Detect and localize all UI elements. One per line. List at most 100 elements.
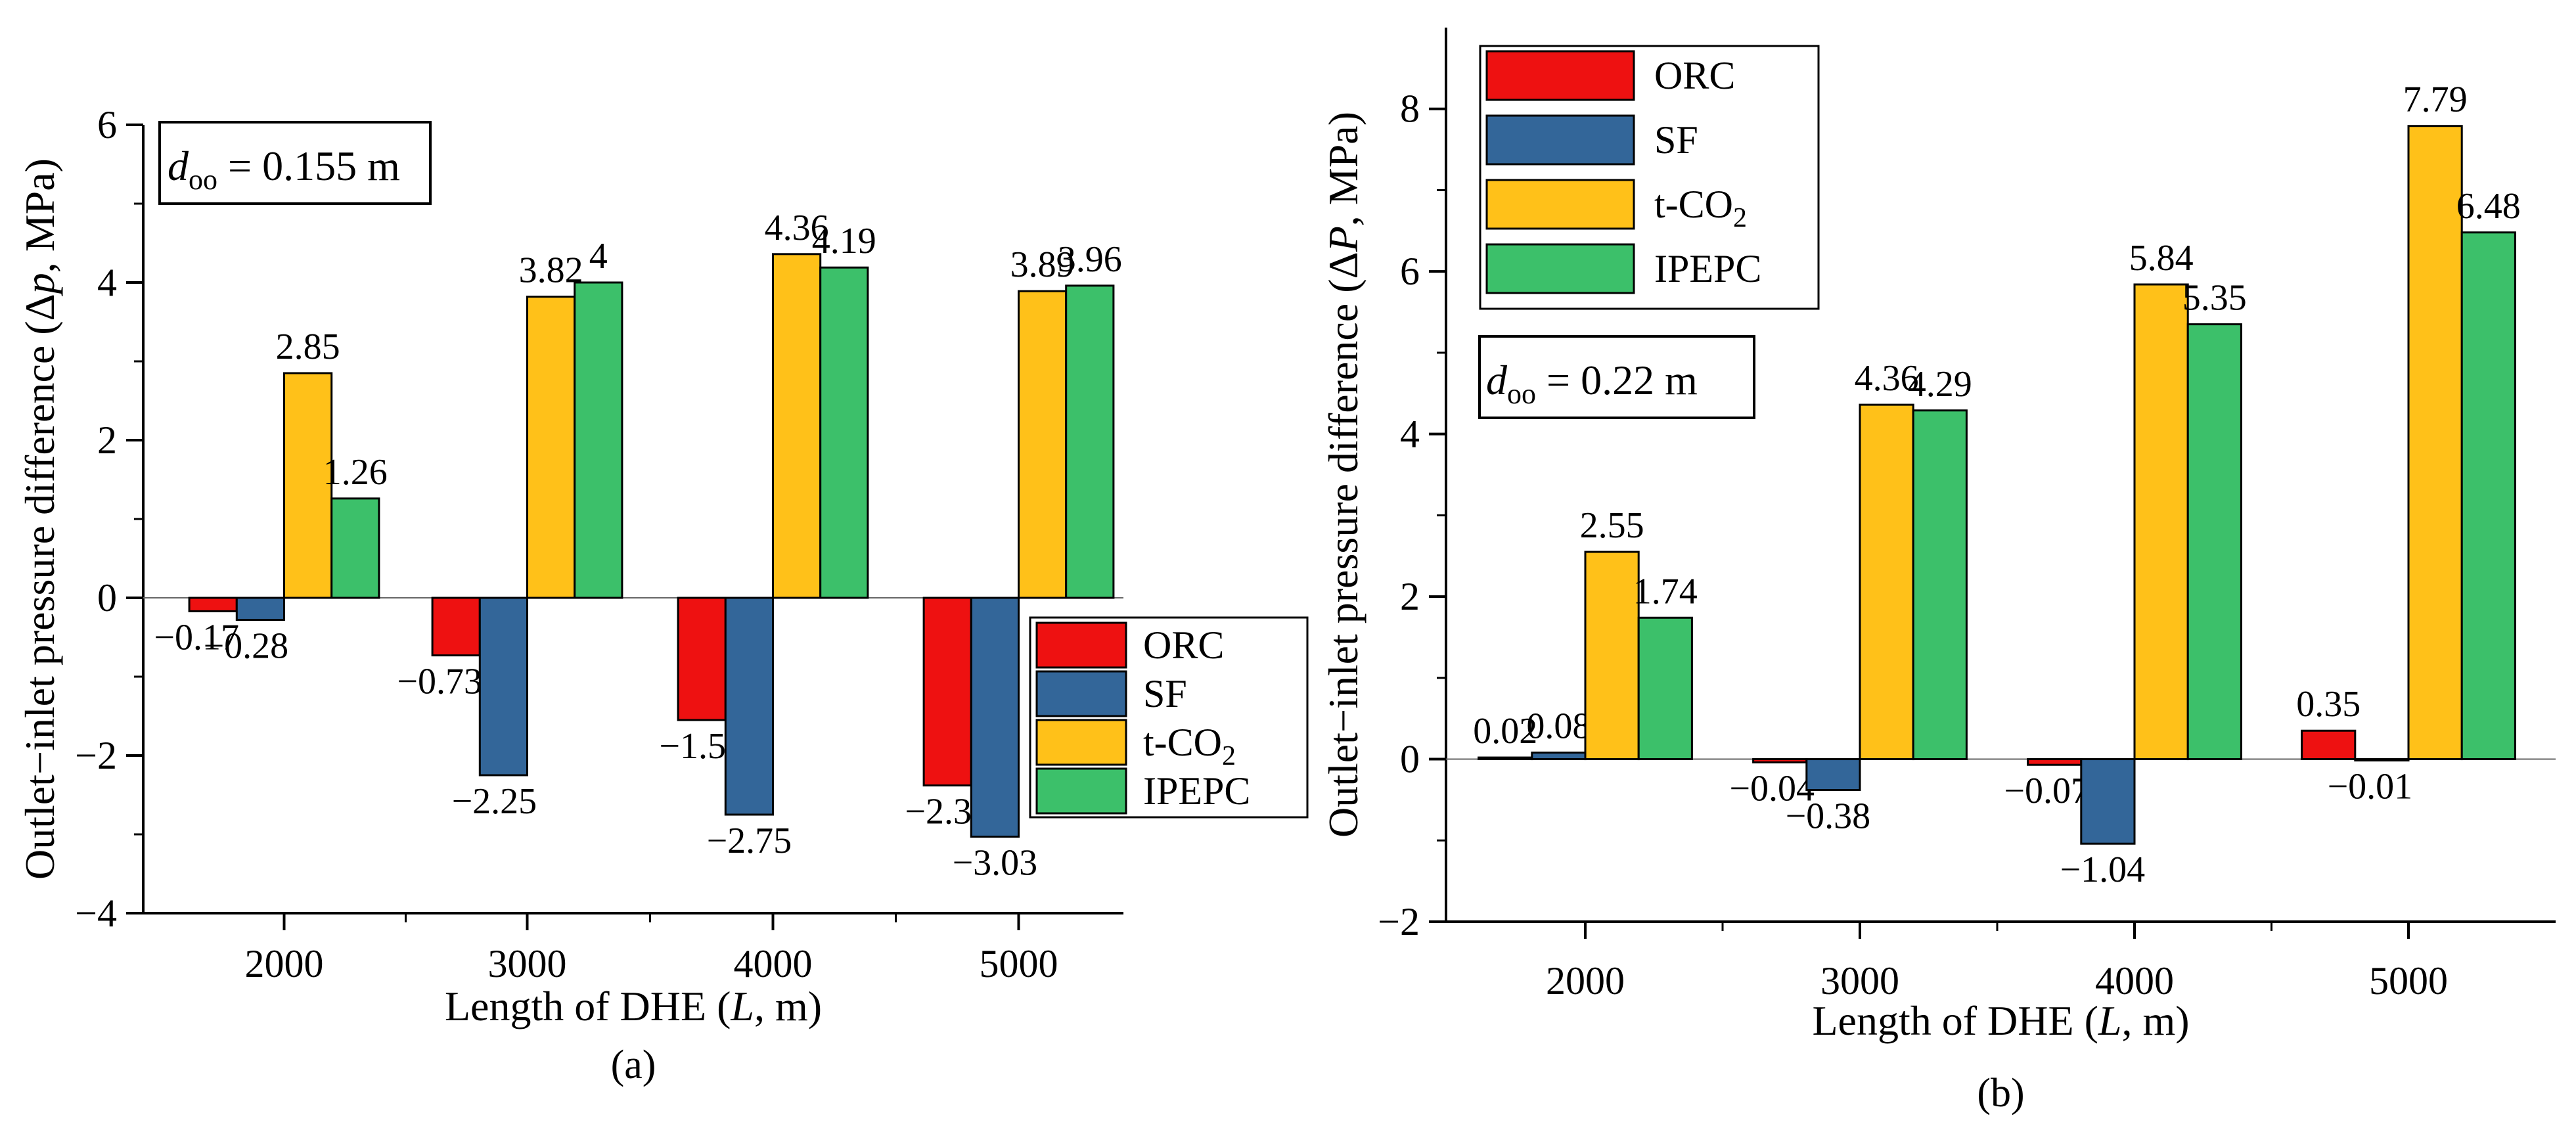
bar-ipepc-2000 bbox=[1637, 616, 1693, 761]
data-label: 5.35 bbox=[2182, 278, 2247, 319]
data-label: 1.26 bbox=[323, 452, 388, 493]
data-label: −2.25 bbox=[452, 781, 537, 822]
y-tick-label: 4 bbox=[1400, 413, 1420, 456]
bar-orc-4000 bbox=[677, 597, 727, 721]
data-label: −0.07 bbox=[2004, 771, 2089, 811]
panel-caption: (a) bbox=[611, 1043, 656, 1087]
bar-sf-4000 bbox=[724, 597, 775, 816]
bar-t-co2-2000 bbox=[1584, 551, 1640, 761]
x-tick-label: 2000 bbox=[245, 942, 324, 985]
data-label: 0.35 bbox=[2296, 684, 2361, 725]
y-tick-label: −4 bbox=[75, 891, 117, 935]
y-tick-label: 2 bbox=[97, 418, 117, 462]
bar-t-co2-3000 bbox=[526, 296, 576, 599]
x-tick-label: 4000 bbox=[2095, 959, 2174, 1003]
data-label: −0.28 bbox=[204, 626, 289, 667]
y-tick-label: 4 bbox=[97, 261, 117, 304]
data-label: −3.03 bbox=[953, 843, 1038, 884]
chart-panel-b: −2 0 2 4 6 8 2000 3000 4000 5000 0.020.08 2.55 1.74 −… bbox=[1320, 28, 2556, 1116]
bar-orc-3000 bbox=[431, 597, 481, 657]
bar-ipepc-3000 bbox=[1912, 409, 1968, 761]
bar-sf-4000 bbox=[2080, 758, 2136, 845]
legend-label-t-co2: t-CO2 bbox=[1143, 721, 1236, 771]
bar-sf-2000 bbox=[1531, 752, 1587, 761]
data-label: −2.75 bbox=[707, 821, 792, 861]
legend-label-sf: SF bbox=[1143, 672, 1187, 715]
y-axis-title: Outlet−inlet pressure difference (ΔP, MP… bbox=[1320, 112, 1367, 838]
bar-ipepc-4000 bbox=[819, 266, 869, 599]
bar-orc-2000 bbox=[188, 597, 238, 612]
panel-caption: (b) bbox=[1977, 1071, 2024, 1116]
legend-swatch-ipepc bbox=[1035, 767, 1127, 815]
bar-sf-2000 bbox=[235, 597, 285, 621]
data-label: −0.04 bbox=[1729, 768, 1815, 809]
bar-orc-3000 bbox=[1752, 758, 1808, 763]
y-tick-label: 0 bbox=[97, 576, 117, 620]
x-tick-label: 4000 bbox=[734, 942, 813, 985]
data-label: 6.48 bbox=[2456, 186, 2521, 227]
bar-ipepc-5000 bbox=[1065, 284, 1115, 599]
bar-ipepc-5000 bbox=[2460, 231, 2516, 761]
data-label: −1.04 bbox=[2060, 849, 2146, 890]
y-tick-label: 0 bbox=[1400, 738, 1420, 781]
data-label: 3.89 bbox=[1010, 244, 1075, 285]
y-tick-label: −2 bbox=[75, 734, 117, 777]
y-tick-label: 2 bbox=[1400, 575, 1420, 618]
legend-label-orc: ORC bbox=[1143, 623, 1224, 667]
x-axis-title: Length of DHE (L, m) bbox=[1812, 997, 2189, 1044]
data-label: −0.01 bbox=[2328, 767, 2413, 807]
bar-t-co2-4000 bbox=[772, 253, 822, 599]
bar-ipepc-2000 bbox=[330, 497, 380, 599]
data-label: 4.19 bbox=[812, 221, 876, 261]
legend-swatch-sf bbox=[1485, 114, 1635, 166]
bar-ipepc-3000 bbox=[574, 281, 623, 599]
annotation-box bbox=[1478, 335, 1755, 419]
legend-swatch-t-co2 bbox=[1035, 719, 1127, 766]
data-label: 4.36 bbox=[1855, 358, 1919, 399]
legend-swatch-orc bbox=[1035, 621, 1127, 669]
data-label: 3.82 bbox=[519, 250, 583, 291]
y-tick-label: −2 bbox=[1378, 900, 1420, 943]
bar-sf-3000 bbox=[1805, 758, 1861, 792]
data-label: 5.84 bbox=[2129, 238, 2194, 279]
data-label: 0.08 bbox=[1526, 706, 1591, 747]
bar-sf-5000 bbox=[970, 597, 1020, 838]
legend-swatch-sf bbox=[1035, 670, 1127, 717]
bar-t-co2-5000 bbox=[2407, 125, 2463, 761]
y-tick-label: 6 bbox=[97, 103, 117, 147]
x-tick-label: 5000 bbox=[2369, 959, 2448, 1003]
bar-orc-5000 bbox=[922, 597, 972, 787]
legend-label-ipepc: IPEPC bbox=[1654, 247, 1761, 290]
data-label: −0.38 bbox=[1786, 796, 1871, 837]
data-label: 3.96 bbox=[1058, 239, 1122, 280]
y-axis-title: Outlet−inlet pressure difference (Δp, MP… bbox=[16, 158, 63, 880]
legend-swatch-orc bbox=[1485, 50, 1635, 101]
data-label: 7.79 bbox=[2403, 79, 2468, 120]
bar-orc-4000 bbox=[2027, 758, 2083, 766]
bar-orc-5000 bbox=[2301, 729, 2357, 761]
chart-panel-a: −4 −2 0 2 4 6 2000 3000 4000 5000 −0.17−0.28 2.85 1.… bbox=[16, 103, 1309, 1087]
data-label: 4.36 bbox=[765, 208, 829, 248]
data-label: 4.29 bbox=[1908, 364, 1972, 405]
data-label: 0.02 bbox=[1473, 711, 1537, 752]
x-axis-title: Length of DHE (L, m) bbox=[445, 983, 822, 1029]
x-tick-label: 3000 bbox=[1820, 959, 1899, 1003]
bar-t-co2-5000 bbox=[1018, 290, 1068, 599]
bar-orc-2000 bbox=[1478, 756, 1533, 761]
y-tick-label: 6 bbox=[1400, 250, 1420, 293]
legend-label-sf: SF bbox=[1654, 118, 1698, 162]
annotation-text: doo = 0.155 m bbox=[168, 143, 400, 196]
legend-frame bbox=[1479, 45, 1820, 310]
x-tick-label: 3000 bbox=[488, 942, 567, 985]
bar-t-co2-3000 bbox=[1859, 403, 1914, 761]
bar-t-co2-4000 bbox=[2133, 283, 2189, 761]
legend-frame bbox=[1029, 616, 1309, 819]
annotation-box bbox=[158, 121, 432, 205]
data-label: −0.73 bbox=[397, 662, 482, 702]
legend-label-ipepc: IPEPC bbox=[1143, 769, 1250, 813]
data-label: 2.55 bbox=[1580, 505, 1644, 546]
x-tick-label: 2000 bbox=[1546, 959, 1625, 1003]
legend-label-orc: ORC bbox=[1654, 54, 1735, 97]
x-tick-label: 5000 bbox=[980, 942, 1058, 985]
